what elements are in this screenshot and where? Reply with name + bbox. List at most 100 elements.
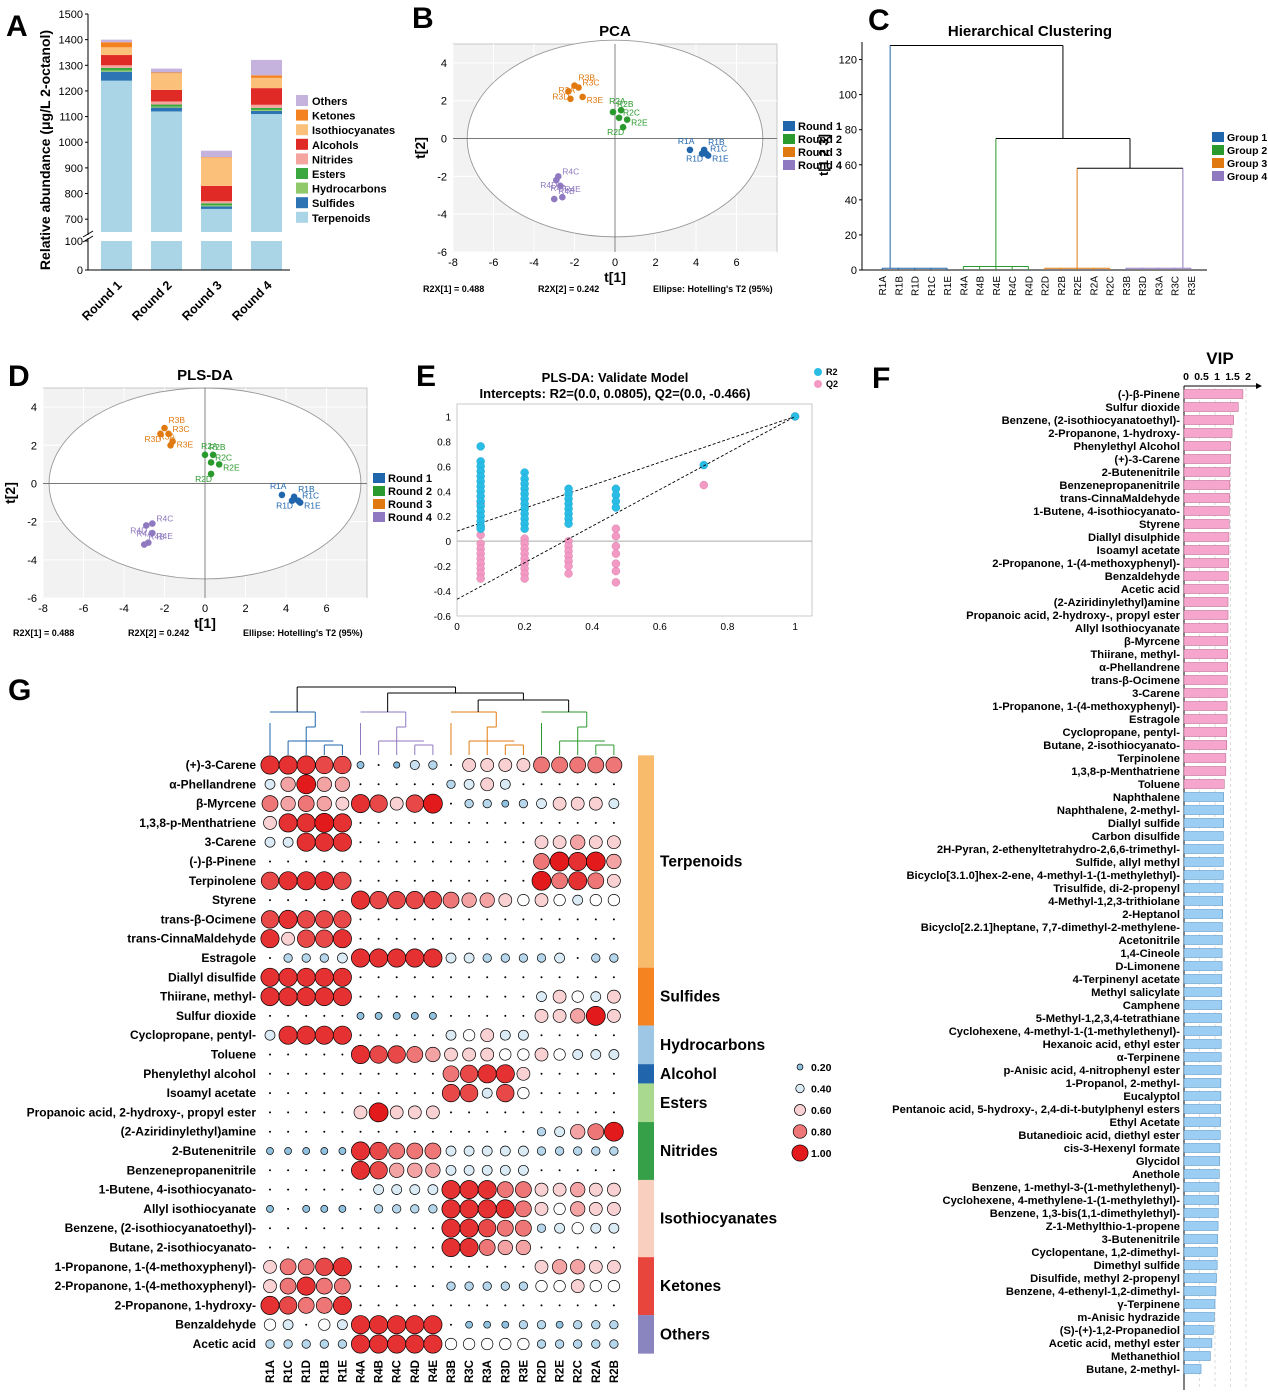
bubble-2-propanone-1-hydroxy-r1e [332,1295,352,1315]
bubble-phenylethyl-alcohol-r3a [477,1064,497,1084]
row-label: Acetic acid [193,1337,256,1351]
bubble-acetic-acid-r1e [337,1339,347,1349]
bubble-isoamyl-acetate-r2e [558,1092,561,1095]
bubble-phellandrene-r3b [446,779,456,789]
point-r2e [215,461,223,468]
vip-bar-3-carene [1183,454,1231,464]
bubble-propanoic-acid-2-hydroxy-propyl-ester-r3e [522,1111,525,1114]
bar-round-4-terpenoids-low [251,241,282,270]
column-label-r3b: R3B [446,1360,458,1383]
bubble-allyl-isothiocyanate-r3d [495,1199,515,1219]
bubble-trans-cinnamaldehyde-r1d [297,929,316,948]
y-tick-label: 0 [445,537,451,548]
point-label-r4b: R4B [148,532,165,542]
point-r2d [207,470,215,478]
size-legend-circle [796,1063,804,1071]
bubble-butane-2-isothiocyanato-r1b [323,1246,326,1249]
bubble-cyclopropane-pentyl-r4d [413,1034,416,1037]
bubble-estragole-r2d [536,953,547,963]
bubble-3-carene-r4a [356,761,365,769]
bubble-benzene-2-isothiocyanatoethyl-r3a [478,1219,497,1238]
legend-label-nitrides: Nitrides [312,154,353,166]
vip-label: Naphthalene [1113,792,1180,804]
vip-bar-toluene [1183,779,1225,789]
bubble-benzenepropanenitrile-r2c [576,1169,579,1172]
y-tick-label: 700 [65,214,83,226]
bubble-diallyl-disulfide-r4c [395,976,398,979]
bubble-1-butene-4-isothiocyanato-r2b [607,1182,621,1197]
vip-bar-phellandrene [1183,662,1228,672]
bubble-benzaldehyde-r2c [573,1320,583,1330]
vip-label: Diallyl sulfide [1108,818,1180,830]
bubble-benzenepropanenitrile-r1a [269,1169,271,1172]
point-label-r2e: R2E [631,118,648,128]
bubble-allyl-isothiocyanate-r4b [374,1204,384,1214]
bubble-isoamyl-acetate-r1a [269,1092,271,1095]
vip-bar-4-methyl-1-2-3-trithiolane [1183,896,1223,906]
bubble-phenylethyl-alcohol-r2b [612,1072,615,1075]
bubble-phellandrene-r4a [359,783,362,786]
legend-swatch-others [296,95,308,106]
bubble-2-propanone-1-hydroxy-r4c [395,1304,398,1307]
bubble-propanoic-acid-2-hydroxy-propyl-ester-r2a [594,1111,597,1114]
leaf-label-r3e: R3E [1187,276,1198,296]
bubble-myrcene-r2e [552,796,567,811]
point-label-r3b: R3B [169,415,186,425]
legend-swatch-group-2 [1212,145,1224,155]
row-label: (2-Aziridinylethyl)amine [121,1125,257,1139]
chart-title: VIP [1206,349,1233,368]
x-tick-label: 2 [242,603,248,615]
vip-bar-acetonitrile [1183,935,1223,945]
point-label-r4d: R4D [130,525,147,535]
bar-round-1-sulfides [101,71,132,81]
bubble-diallyl-disulfide-r3b [450,976,452,979]
bubble-allyl-isothiocyanate-r2a [588,1202,603,1216]
bubble-terpinolene-r4c [395,879,398,882]
footer-r2x1: R2X[1] = 0.488 [13,628,74,638]
bubble-phellandrene-r3e [522,783,525,786]
legend-label-q2: Q2 [826,379,838,389]
vip-bar-terpinene [1183,1052,1222,1062]
q2-point [564,569,573,578]
point-label-r4e: R4E [156,531,173,541]
bubble-cyclopropane-pentyl-r2b [612,1034,615,1037]
y-axis-label: t[1 2 3] [816,134,831,176]
bubble-styrene-r4c [387,890,406,910]
bubble-3-carene-r4e [431,841,434,844]
footer-r2x2: R2X[2] = 0.242 [538,284,599,294]
bubble-cyclopropane-pentyl-r1b [314,1025,334,1045]
bubble-3-carene-r2e [551,756,568,774]
row-label: 1-Propanone, 1-(4-methoxyphenyl)- [55,1260,256,1274]
bubble-myrcene-r2c [570,796,585,811]
bubble-myrcene-r3d [501,799,510,808]
vip-label: m-Anisic hydrazide [1077,1312,1180,1324]
y-tick-label: 120 [839,55,857,67]
bubble-estragole-r4c [387,948,407,968]
bubble-phenylethyl-alcohol-r3c [460,1064,479,1083]
bubble-estragole-r3d [500,953,510,963]
bubble-myrcene-r4c [389,796,404,811]
bubble-styrene-r4e [423,890,442,910]
bubble-3-carene-r1d [296,755,316,775]
bubble-benzenepropanenitrile-r1d [305,1169,308,1172]
y-tick-label: 0.6 [437,462,451,473]
bubble-estragole-r1e [337,952,348,964]
point-r2a [209,451,217,459]
x-tick-label: 0.6 [653,622,667,633]
bubble-butane-2-isothiocyanato-r2d [540,1246,543,1249]
vip-label: Bicyclo[2.2.1]heptane, 7,7-dimethyl-2-me… [921,922,1181,934]
bubble-2-aziridinylethyl-amine-r4d [413,1130,416,1133]
bubble-diallyl-disulfide-r1d [296,967,316,987]
leaf-label-r4d: R4D [1024,276,1035,296]
vip-bar-diallyl-disulphide [1183,532,1230,542]
bubble-thiirane-methyl-r2a [590,991,602,1002]
bubble-trans-cinnamaldehyde-r2a [594,937,597,940]
bubble-phellandrene-r2c [576,783,579,786]
q2-point [520,574,529,583]
bubble-2-propanone-1-4-methoxyphenyl-r2c [570,1279,585,1293]
footer-r2x2: R2X[2] = 0.242 [128,628,189,638]
point-label-r2a: R2A [609,96,626,106]
bubble-phellandrene-r1d [296,774,317,795]
point-label-r3a: R3A [159,431,176,441]
vip-label: Glycidol [1136,1156,1180,1168]
